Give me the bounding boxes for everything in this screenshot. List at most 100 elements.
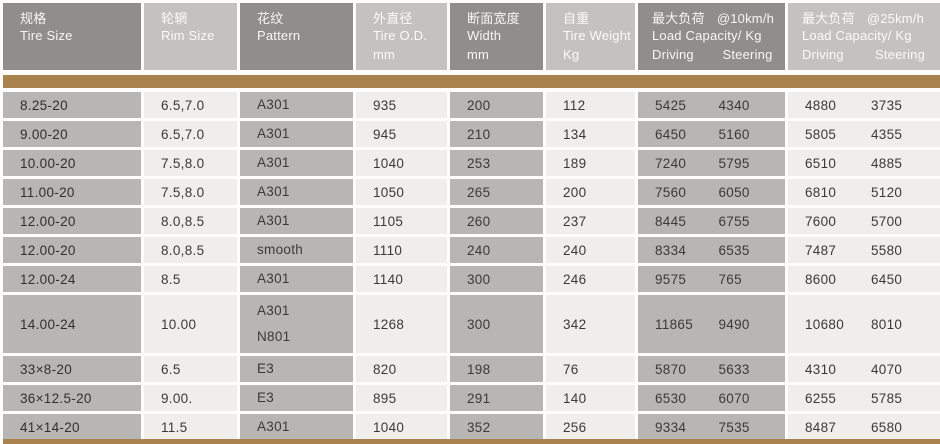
cell-pattern: A301 <box>240 121 353 147</box>
cell-load-25kmh-steering: 5580 <box>871 242 903 258</box>
cell-load-25kmh: 8487 6580 <box>788 414 940 440</box>
cell-tire-od: 1050 <box>356 179 447 205</box>
col-header-load-25kmh-sub: Driving Steering <box>802 46 940 63</box>
col-header-width-en: Width <box>467 28 502 43</box>
cell-load-10kmh-steering: 5795 <box>718 155 750 171</box>
cell-tire-size: 12.00-20 <box>3 208 141 234</box>
col-header-tire-size-zh: 规格 <box>20 11 47 26</box>
cell-weight: 112 <box>546 92 635 118</box>
cell-load-25kmh: 6810 5120 <box>788 179 940 205</box>
cell-load-25kmh: 10680 8010 <box>788 295 940 353</box>
subcol-header-steering: Steering <box>875 47 926 62</box>
cell-load-10kmh: 6450 5160 <box>638 121 785 147</box>
cell-weight: 76 <box>546 356 635 382</box>
cell-tire-size: 41×14-20 <box>3 414 141 440</box>
cell-load-25kmh: 6255 5785 <box>788 385 940 411</box>
cell-load-25kmh-steering: 6450 <box>871 271 903 287</box>
cell-rim-size: 8.0,8.5 <box>144 237 237 263</box>
subcol-header-driving: Driving <box>802 47 844 62</box>
cell-load-10kmh-driving: 8445 <box>655 213 687 229</box>
col-header-rim-size: 轮辋 Rim Size <box>144 3 237 70</box>
cell-load-25kmh-driving: 10680 <box>805 316 845 332</box>
cell-load-25kmh-driving: 7600 <box>805 213 837 229</box>
col-header-tire-size-en: Tire Size <box>20 28 73 43</box>
cell-rim-size: 7.5,8.0 <box>144 179 237 205</box>
cell-load-10kmh-driving: 9334 <box>655 419 687 435</box>
cell-pattern: E3 <box>240 356 353 382</box>
col-header-width-zh: 断面宽度 <box>467 11 520 26</box>
col-header-tire-od-zh: 外直径 <box>373 11 413 26</box>
cell-load-25kmh-driving: 8487 <box>805 419 837 435</box>
cell-tire-size: 10.00-20 <box>3 150 141 176</box>
cell-load-25kmh-steering: 4885 <box>871 155 903 171</box>
cell-load-10kmh-steering: 7535 <box>718 419 750 435</box>
col-header-pattern-zh: 花纹 <box>257 11 284 26</box>
col-header-load-25kmh: 最大负荷 @25km/h Load Capacity/ Kg Driving St… <box>788 3 940 70</box>
cell-tire-od: 1040 <box>356 414 447 440</box>
cell-load-10kmh: 11865 9490 <box>638 295 785 353</box>
col-header-weight: 自重 Tire Weight Kg <box>546 3 635 70</box>
cell-width: 265 <box>450 179 543 205</box>
cell-tire-od: 1110 <box>356 237 447 263</box>
cell-tire-od: 935 <box>356 92 447 118</box>
cell-load-25kmh: 6510 4885 <box>788 150 940 176</box>
cell-load-10kmh-steering: 6050 <box>718 184 750 200</box>
cell-rim-size: 6.5 <box>144 356 237 382</box>
cell-load-10kmh-steering: 6755 <box>718 213 750 229</box>
col-header-load-10kmh-speed: @10km/h <box>716 11 775 26</box>
cell-load-25kmh: 7600 5700 <box>788 208 940 234</box>
cell-tire-od: 895 <box>356 385 447 411</box>
cell-load-10kmh-steering: 6535 <box>718 242 750 258</box>
cell-tire-size: 12.00-20 <box>3 237 141 263</box>
cell-rim-size: 6.5,7.0 <box>144 121 237 147</box>
col-header-rim-size-en: Rim Size <box>161 28 215 43</box>
cell-load-25kmh: 4880 3735 <box>788 92 940 118</box>
cell-rim-size: 10.00 <box>144 295 237 353</box>
cell-load-25kmh-driving: 8600 <box>805 271 837 287</box>
cell-tire-od: 1140 <box>356 266 447 292</box>
cell-load-25kmh: 8600 6450 <box>788 266 940 292</box>
cell-load-25kmh-steering: 5785 <box>871 390 903 406</box>
cell-load-10kmh: 9575 765 <box>638 266 785 292</box>
cell-weight: 256 <box>546 414 635 440</box>
cell-load-25kmh-driving: 5805 <box>805 126 837 142</box>
cell-rim-size: 8.5 <box>144 266 237 292</box>
col-header-weight-zh: 自重 <box>563 11 590 26</box>
col-header-tire-size: 规格 Tire Size <box>3 3 141 70</box>
cell-load-10kmh-driving: 7240 <box>655 155 687 171</box>
cell-weight: 237 <box>546 208 635 234</box>
cell-load-10kmh-driving: 6530 <box>655 390 687 406</box>
col-header-load-10kmh-sub: Driving Steering <box>652 46 785 63</box>
cell-load-25kmh-driving: 6510 <box>805 155 837 171</box>
cell-load-10kmh: 7240 5795 <box>638 150 785 176</box>
table-row: 11.00-20 7.5,8.0 A301 1050 265 200 7560 … <box>3 179 940 205</box>
cell-load-10kmh: 7560 6050 <box>638 179 785 205</box>
cell-weight: 134 <box>546 121 635 147</box>
table-row: 33×8-20 6.5 E3 820 198 76 5870 5633 4310… <box>3 356 940 382</box>
table-row: 12.00-20 8.0,8.5 smooth 1110 240 240 833… <box>3 237 940 263</box>
cell-tire-size: 9.00-20 <box>3 121 141 147</box>
cell-load-10kmh-driving: 6450 <box>655 126 687 142</box>
col-header-width: 断面宽度 Width mm <box>450 3 543 70</box>
col-header-width-unit: mm <box>467 47 490 62</box>
col-header-tire-od-en: Tire O.D. <box>373 28 428 43</box>
cell-tire-size: 12.00-24 <box>3 266 141 292</box>
cell-weight: 200 <box>546 179 635 205</box>
subcol-header-driving: Driving <box>652 47 694 62</box>
cell-width: 198 <box>450 356 543 382</box>
cell-load-25kmh-driving: 4880 <box>805 97 837 113</box>
cell-load-10kmh-steering: 6070 <box>718 390 750 406</box>
cell-load-10kmh-driving: 11865 <box>655 316 694 332</box>
table-row: 14.00-24 10.00 A301 N801 1268 300 342 11… <box>3 295 940 353</box>
cell-width: 300 <box>450 295 543 353</box>
cell-load-10kmh-driving: 5870 <box>655 361 687 377</box>
cell-width: 200 <box>450 92 543 118</box>
cell-tire-od: 1268 <box>356 295 447 353</box>
cell-pattern: A301 <box>240 266 353 292</box>
cell-load-10kmh: 5870 5633 <box>638 356 785 382</box>
cell-load-10kmh: 9334 7535 <box>638 414 785 440</box>
cell-rim-size: 9.00. <box>144 385 237 411</box>
cell-load-25kmh-driving: 6810 <box>805 184 837 200</box>
col-header-load-10kmh-title: 最大负荷 @10km/h <box>652 10 785 27</box>
